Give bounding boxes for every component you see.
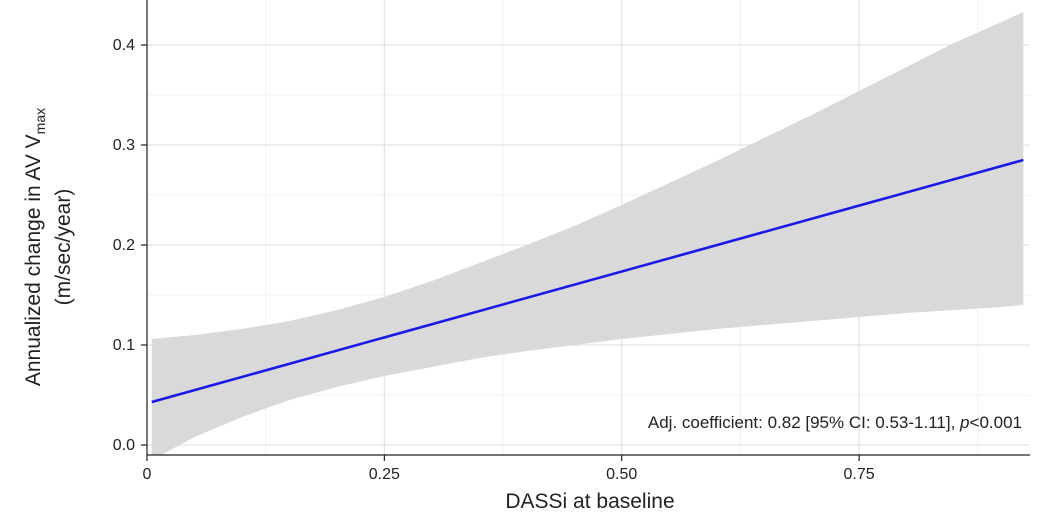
x-tick-label: 0.75: [844, 466, 875, 483]
confidence-band: [151, 12, 1024, 455]
regression-line-layer: [151, 158, 1024, 404]
y-ticks: 0.0 0.1 0.2 0.3 0.4: [113, 37, 147, 454]
x-ticks: 0 0.25 0.50 0.75: [143, 455, 875, 483]
annotation-p: p: [959, 413, 969, 432]
coefficient-annotation: Adj. coefficient: 0.82 [95% CI: 0.53-1.1…: [648, 413, 1022, 432]
y-axis-title-subscript: max: [32, 108, 48, 134]
y-tick-label: 0.3: [113, 137, 135, 154]
x-tick-label: 0.50: [606, 466, 637, 483]
y-tick-label: 0.4: [113, 37, 135, 54]
y-tick-label: 0.0: [113, 437, 135, 454]
x-axis-title: DASSi at baseline: [505, 490, 674, 513]
y-tick-label: 0.1: [113, 337, 135, 354]
y-axis-title: Annualized change in AV Vmax (m/sec/year…: [22, 108, 75, 386]
annotation-prefix: Adj. coefficient: 0.82 [95% CI: 0.53-1.1…: [648, 413, 960, 432]
y-axis-title-main: Annualized change in AV V: [22, 134, 45, 386]
regression-line: [151, 158, 1024, 404]
y-axis-title-line1: Annualized change in AV Vmax: [22, 108, 48, 386]
y-tick-label: 0.2: [113, 237, 135, 254]
x-tick-label: 0: [143, 466, 152, 483]
y-axis-title-line2: (m/sec/year): [52, 189, 75, 306]
x-tick-label: 0.25: [369, 466, 400, 483]
confidence-band-layer: [151, 12, 1024, 455]
annotation-suffix: <0.001: [970, 413, 1022, 432]
axes: [146, 0, 1030, 456]
